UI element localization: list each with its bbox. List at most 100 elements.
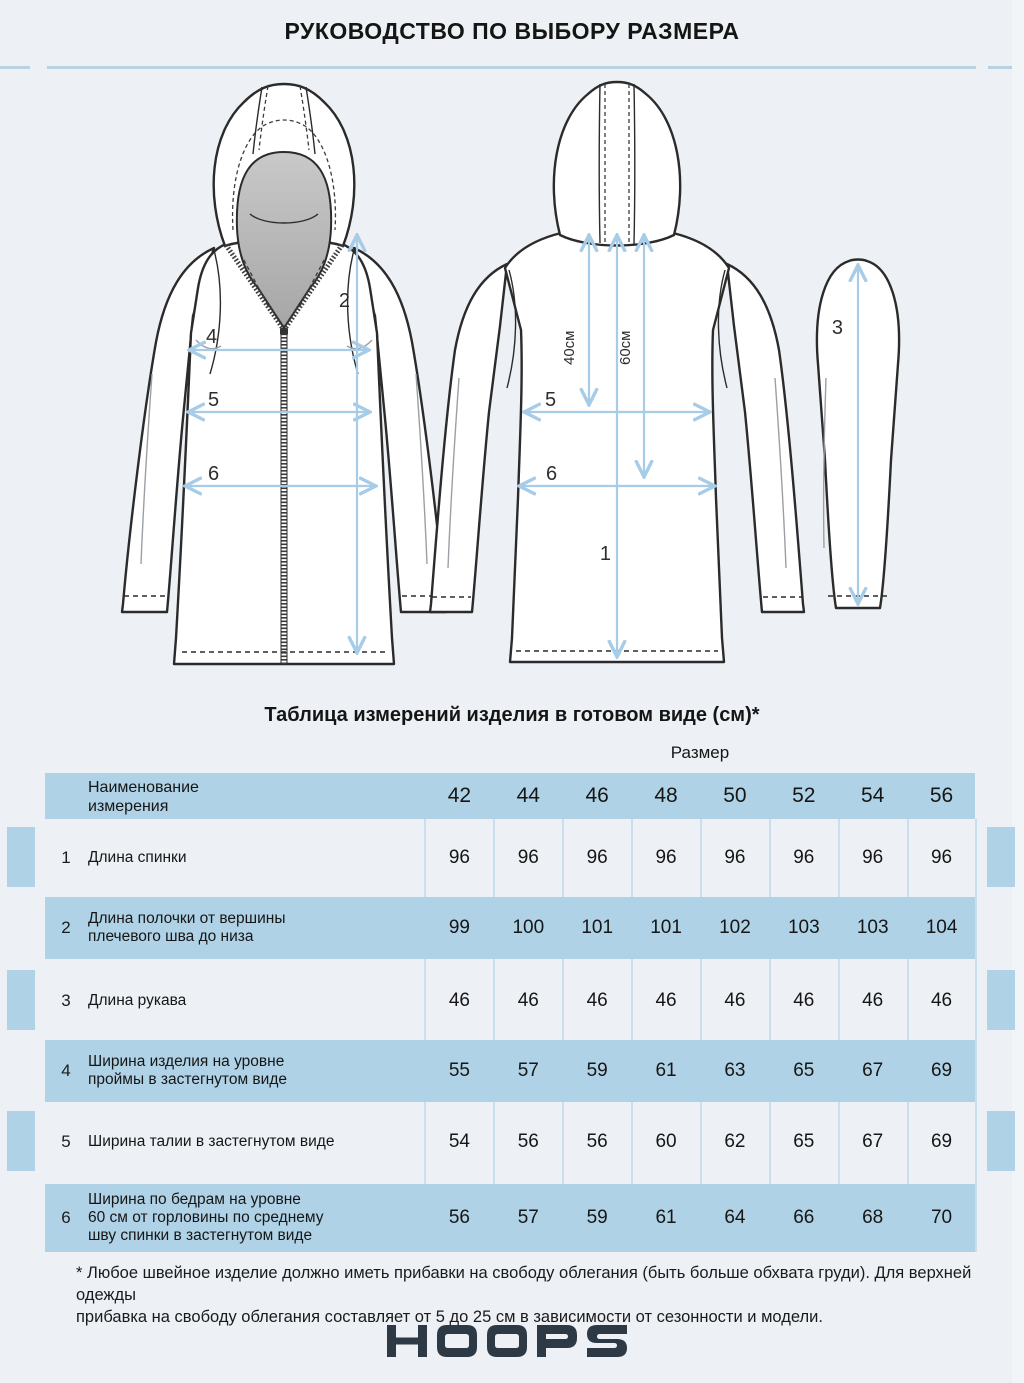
value-cell: 64 [724,1207,746,1228]
size-header-cell: 54 [861,784,885,807]
title-divider-left [0,66,30,69]
value-cell: 96 [448,847,470,868]
row-label: Длина полочки от вершины плечевого шва д… [88,909,286,945]
row-label: Ширина талии в застегнутом виде [88,1132,335,1150]
value-cell: 57 [517,1060,539,1081]
column-separator [975,819,977,1252]
label-front-hip: 6 [208,463,219,485]
label-back-waist: 5 [545,389,556,411]
value-cell: 46 [517,990,539,1011]
value-cell: 46 [724,990,746,1011]
column-separator [493,819,495,1252]
row-number: 2 [61,918,71,937]
row-values: 96 96 96 96 96 96 96 96 [425,827,976,889]
value-cell: 56 [517,1131,539,1152]
garment-diagram: 2 4 5 6 40см 60см 5 6 1 3 [120,80,901,666]
value-cell: 67 [862,1060,884,1081]
size-header-cell: 42 [447,784,472,807]
value-cell: 69 [930,1060,953,1081]
value-cell: 67 [862,1131,884,1152]
row-edge-tab [7,970,35,1030]
value-cell: 100 [512,917,545,938]
table-row: 2 Длина полочки от вершины плечевого шва… [45,897,975,959]
size-header-cell: 46 [585,784,609,807]
row-number: 1 [61,848,71,867]
value-cell: 46 [655,990,677,1011]
page-title: РУКОВОДСТВО ПО ВЫБОРУ РАЗМЕРА [284,18,740,44]
value-cell: 102 [719,917,751,938]
row-edge-tab [987,1111,1015,1171]
table-row: 3 Длина рукава 46 46 46 46 46 46 46 46 [45,970,975,1032]
label-back-60cm: 60см [617,331,634,366]
table-row: 5 Ширина талии в застегнутом виде 54 56 56… [45,1111,975,1173]
column-separator [631,819,633,1252]
row-label: Длина спинки [88,848,187,866]
value-cell: 99 [448,917,470,938]
value-cell: 96 [655,847,677,868]
size-header-cells: 42 44 46 48 50 52 54 56 [425,773,976,819]
label-front-waist: 5 [208,389,219,411]
value-cell: 55 [448,1060,470,1081]
value-cell: 103 [856,917,889,938]
measurement-labels: 2 4 5 6 40см 60см 5 6 1 3 [206,290,843,565]
table-row: 4 Ширина изделия на уровне проймы в заст… [45,1040,975,1102]
label-back-hip: 6 [546,463,557,485]
table-header-row: Наименование измерения 42 44 46 48 50 52 54 56 [45,773,975,819]
column-separator [700,819,702,1252]
row-label: Длина рукава [88,991,187,1009]
size-header-cell: 50 [723,784,747,807]
value-cell: 46 [448,990,470,1011]
size-header-cell: 48 [654,784,678,807]
row-label: Ширина по бедрам на уровне 60 см от горл… [88,1190,324,1245]
measurement-arrows [186,236,858,656]
size-caption: Размер [670,743,730,762]
row-values: 55 57 59 61 63 65 67 69 [425,1040,976,1102]
footnote: * Любое швейное изделие должно иметь при… [76,1264,972,1326]
column-separator [907,819,909,1252]
value-cell: 46 [793,990,815,1011]
row-edge-tab [987,970,1015,1030]
row-values: 54 56 56 60 62 65 67 69 [425,1111,976,1173]
value-cell: 69 [930,1131,953,1152]
value-cell: 57 [517,1207,539,1228]
value-cell: 61 [655,1060,677,1081]
value-cell: 54 [448,1131,470,1152]
value-cell: 59 [586,1207,608,1228]
value-cell: 104 [925,917,958,938]
row-edge-tab [7,827,35,887]
label-chest: 4 [206,326,217,348]
value-cell: 96 [862,847,884,868]
value-cell: 46 [862,990,884,1011]
value-cell: 63 [724,1060,746,1081]
row-edge-tab [987,827,1015,887]
value-cell: 101 [581,917,614,938]
table-row: 1 Длина спинки 96 96 96 96 96 96 96 96 [45,827,975,889]
size-header-cell: 56 [929,784,954,807]
value-cell: 96 [586,847,608,868]
size-header-cell: 52 [792,784,816,807]
label-front-length: 2 [339,290,350,312]
value-cell: 96 [517,847,539,868]
row-edge-tab [7,1111,35,1171]
value-cell: 60 [655,1131,677,1152]
value-cell: 46 [586,990,608,1011]
header-measurement-name: Наименование измерения [88,779,199,816]
table-row: 6 Ширина по бедрам на уровне 60 см от го… [45,1184,975,1252]
value-cell: 46 [930,990,953,1011]
column-separator [562,819,564,1252]
value-cell: 96 [724,847,746,868]
row-values: 46 46 46 46 46 46 46 46 [425,970,976,1032]
column-separator [769,819,771,1252]
value-cell: 59 [586,1060,608,1081]
row-values: 56 57 59 61 64 66 68 70 [425,1184,976,1252]
value-cell: 66 [793,1207,815,1228]
table-title: Таблица измерений изделия в готовом виде… [264,704,760,726]
title-divider-right [988,66,1012,69]
value-cell: 61 [655,1207,677,1228]
label-back-length: 1 [600,543,611,565]
label-back-40cm: 40см [561,331,578,366]
row-number: 3 [61,991,71,1010]
value-cell: 65 [793,1131,815,1152]
value-cell: 103 [787,917,820,938]
row-values: 99 100 101 101 102 103 103 104 [425,897,976,959]
